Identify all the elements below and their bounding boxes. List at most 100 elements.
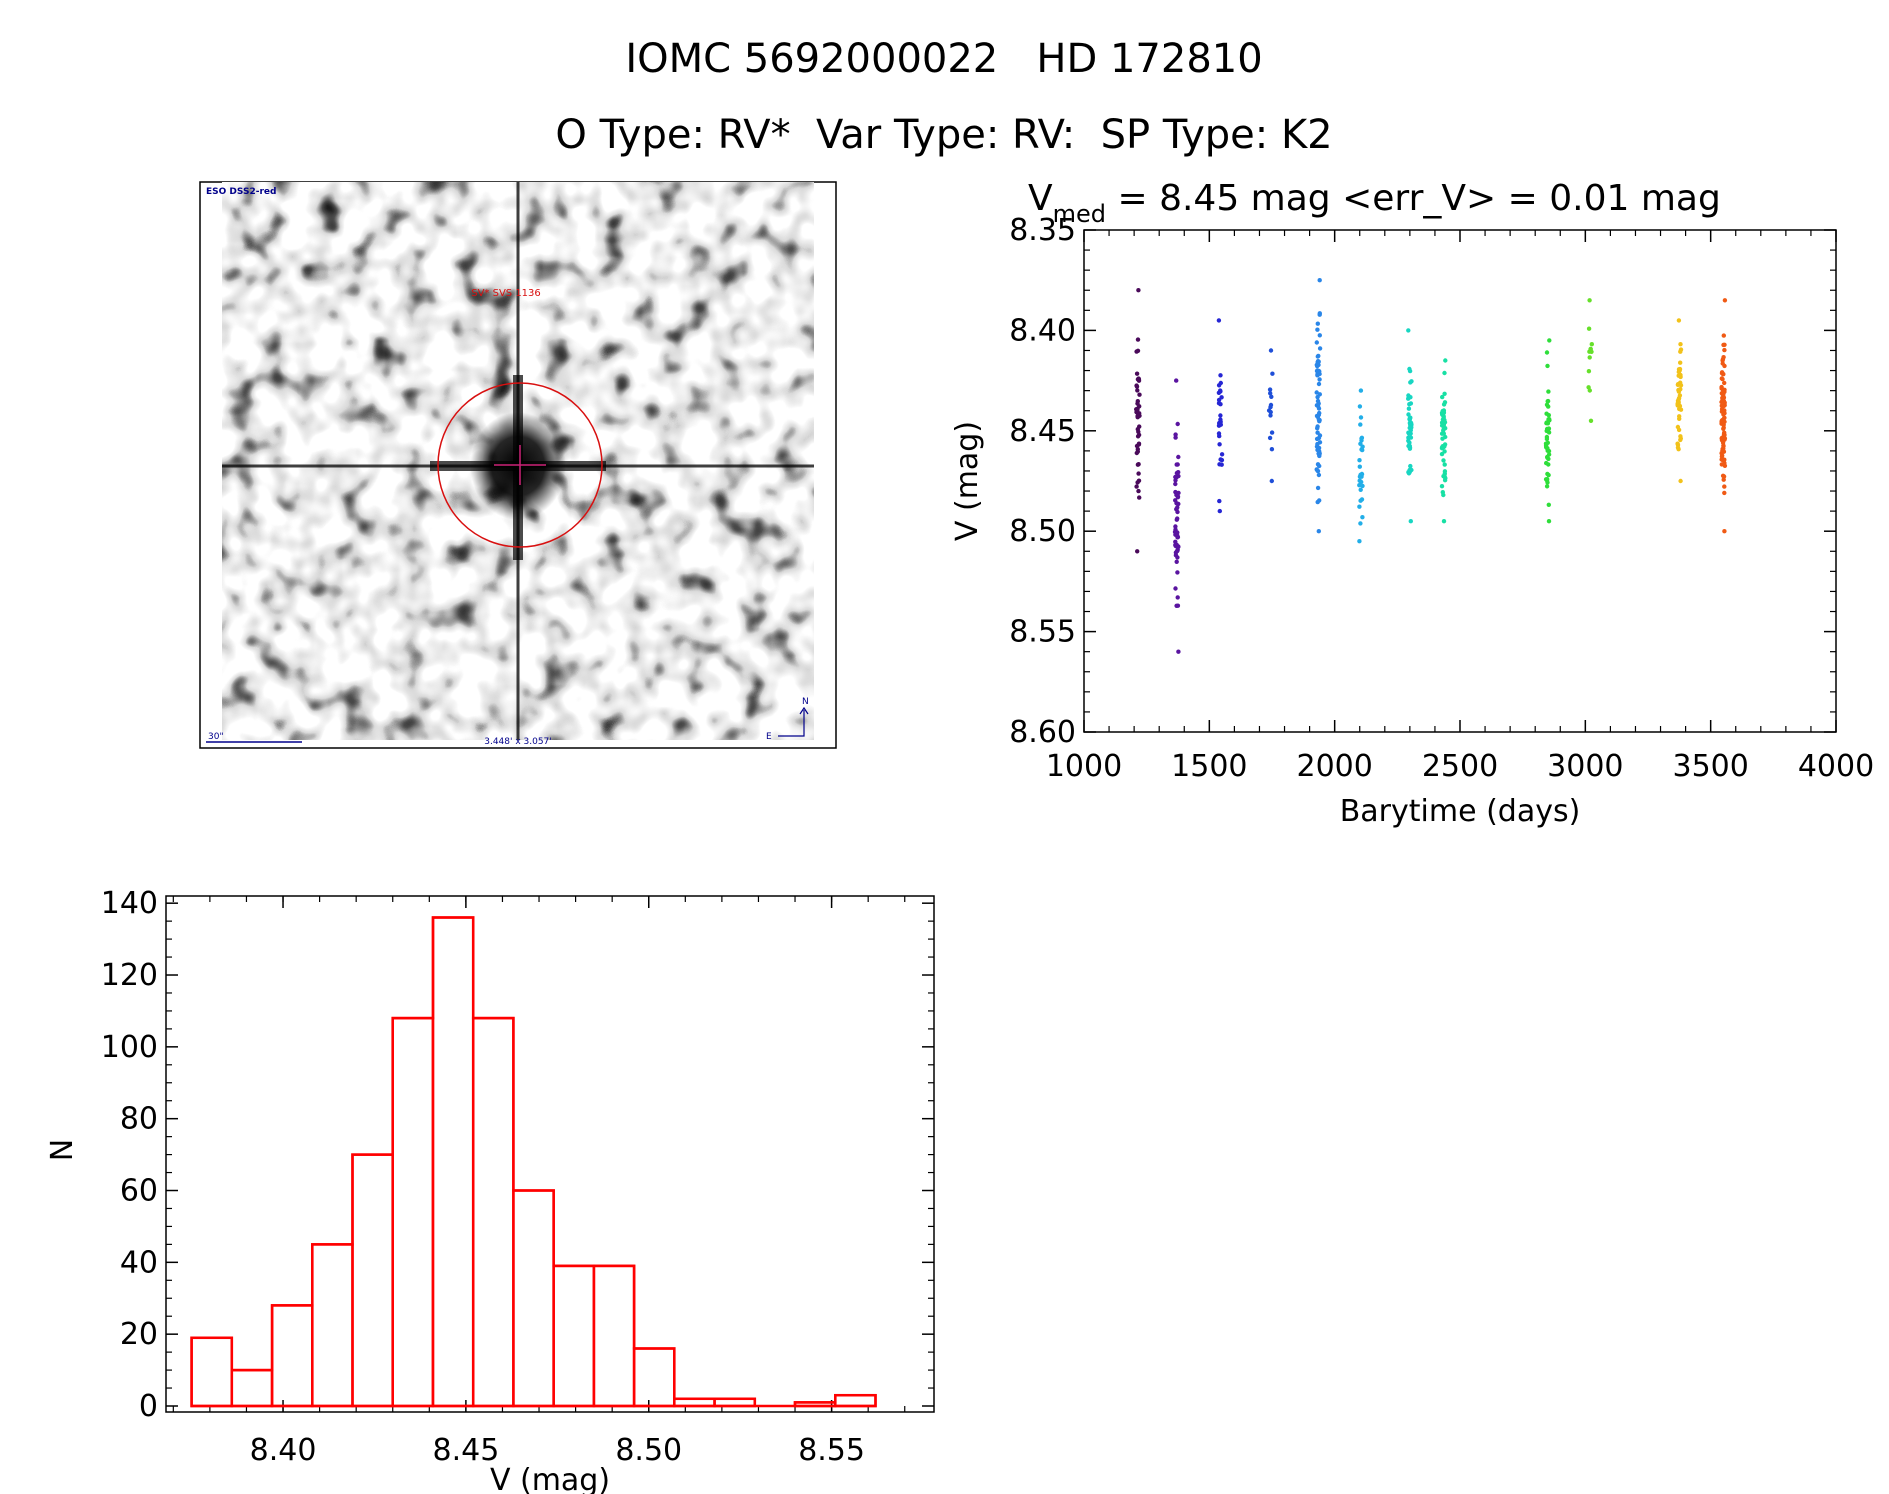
lightcurve-point: [1175, 516, 1180, 521]
lightcurve-point: [1408, 420, 1413, 425]
lightcurve-point: [1722, 490, 1727, 496]
lightcurve-point: [1135, 337, 1141, 342]
lightcurve-point: [1358, 415, 1364, 420]
histogram-bar: [471, 1016, 515, 1408]
lightcurve-point: [1317, 498, 1322, 503]
lightcurve-point: [1442, 391, 1447, 396]
lightcurve-point: [1137, 495, 1142, 500]
lightcurve-point: [1316, 401, 1321, 406]
histogram-xlabel: V (mag): [490, 1463, 610, 1494]
lightcurve-point: [1136, 478, 1142, 483]
lightcurve-point: [1357, 504, 1362, 509]
lightcurve-point: [1678, 342, 1683, 347]
lightcurve-point: [1360, 447, 1365, 453]
lightcurve-point: [1135, 415, 1140, 420]
lightcurve-point: [1315, 468, 1320, 473]
lightcurve-point: [1269, 394, 1274, 399]
lightcurve-point: [1173, 524, 1178, 529]
lightcurve-title: Vmed = 8.45 mag <err_V> = 0.01 mag: [1028, 178, 1721, 228]
lightcurve-point: [1439, 423, 1445, 428]
lightcurve-point: [1441, 492, 1446, 498]
lightcurve-point: [1316, 406, 1322, 411]
lightcurve-point: [1678, 383, 1684, 388]
lightcurve-point: [1589, 342, 1595, 347]
lightcurve-point: [1719, 418, 1725, 423]
lightcurve-point: [1359, 438, 1364, 443]
lightcurve-point: [1135, 388, 1140, 393]
lightcurve-point: [1216, 397, 1222, 403]
lightcurve-point: [1174, 548, 1180, 554]
lightcurve-point: [1441, 402, 1447, 407]
lightcurve-point: [1546, 417, 1551, 422]
histogram-bar: [391, 1016, 435, 1408]
histogram-bar: [552, 1264, 596, 1408]
lightcurve-point: [1314, 340, 1320, 345]
lightcurve-point: [1721, 425, 1726, 430]
lightcurve-point: [1357, 539, 1362, 544]
lightcurve-point: [1268, 391, 1273, 396]
lightcurve-point: [1546, 404, 1551, 409]
lightcurve-point: [1442, 469, 1448, 474]
lightcurve-point: [1176, 454, 1181, 460]
lightcurve-point: [1545, 440, 1551, 445]
lightcurve-point: [1175, 533, 1180, 538]
survey-label: ESO DSS2-red: [206, 187, 276, 197]
lightcurve-point: [1676, 396, 1682, 402]
lightcurve-point: [1442, 478, 1448, 483]
lightcurve-point: [1315, 485, 1321, 491]
lightcurve-point: [1135, 399, 1141, 404]
histogram-bar: [311, 1243, 354, 1408]
lightcurve-point: [1137, 404, 1142, 409]
lightcurve-point: [1316, 529, 1322, 534]
lightcurve-point: [1218, 457, 1223, 462]
lightcurve-point: [1545, 398, 1551, 404]
lightcurve-ytick-label: 8.50: [1009, 514, 1076, 549]
lightcurve-point: [1676, 367, 1682, 372]
lightcurve-point: [1678, 349, 1683, 354]
lightcurve-point: [1406, 470, 1411, 475]
lightcurve-title-sub: med: [1053, 200, 1106, 228]
lightcurve-point: [1135, 549, 1140, 554]
lightcurve-point: [1676, 427, 1682, 433]
finder-image: ESO DSS2-red SV* SVS 1136 30" 3.448' x 3…: [199, 181, 837, 749]
lightcurve-point: [1175, 509, 1180, 515]
lightcurve-point: [1317, 451, 1322, 456]
lightcurve-point: [1407, 402, 1412, 407]
lightcurve-xtick-label: 3000: [1547, 749, 1623, 784]
lightcurve-point: [1719, 451, 1724, 456]
lightcurve-point: [1216, 401, 1222, 406]
lightcurve-point: [1676, 447, 1681, 452]
lightcurve-point: [1358, 472, 1363, 477]
lightcurve-point: [1175, 462, 1180, 467]
lightcurve-point: [1545, 455, 1550, 460]
histogram-ytick-label: 60: [120, 1174, 158, 1209]
lightcurve-point: [1722, 342, 1727, 347]
lightcurve-point: [1173, 586, 1178, 591]
lightcurve-point: [1219, 452, 1225, 457]
lightcurve-point: [1722, 457, 1727, 462]
histogram-bar: [230, 1368, 274, 1408]
histogram-bar: [512, 1189, 555, 1408]
lightcurve-point: [1134, 371, 1140, 376]
lightcurve-point: [1314, 436, 1320, 442]
lightcurve-point: [1408, 395, 1413, 400]
lightcurve-chart: Vmed = 8.45 mag <err_V> = 0.01 mag 1000 1…: [950, 178, 1874, 829]
lightcurve-point: [1408, 519, 1414, 524]
lightcurve-point: [1315, 321, 1321, 326]
lightcurve-point: [1137, 392, 1142, 397]
lightcurve-point: [1586, 326, 1592, 331]
lightcurve-point: [1722, 529, 1727, 534]
compass-east-label: E: [766, 732, 772, 742]
histogram-bar: [713, 1397, 757, 1408]
lightcurve-ytick-label: 8.45: [1009, 414, 1076, 449]
lightcurve-point: [1136, 442, 1142, 447]
lightcurve-point: [1218, 413, 1223, 418]
lightcurve-point: [1406, 328, 1411, 333]
lightcurve-point: [1545, 446, 1550, 451]
lightcurve-point: [1545, 471, 1550, 477]
lightcurve-point: [1176, 501, 1181, 507]
lightcurve-point: [1316, 472, 1322, 478]
lightcurve-xtick-label: 4000: [1798, 749, 1874, 784]
lightcurve-point: [1722, 484, 1727, 489]
lightcurve-point: [1441, 458, 1446, 463]
